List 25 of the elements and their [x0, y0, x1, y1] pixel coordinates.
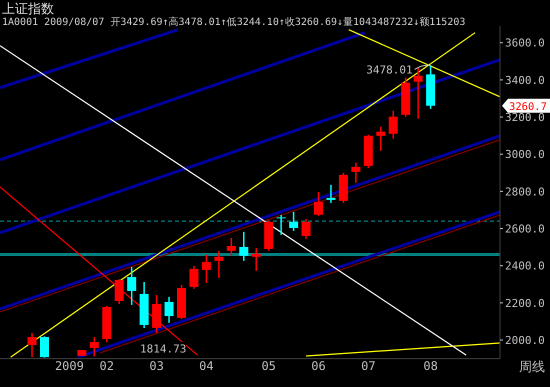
- x-tick-label: 08: [423, 359, 438, 373]
- annotation: 3478.01: [366, 63, 413, 76]
- x-tick-label: 03: [149, 359, 164, 373]
- x-tick-label: 2009: [54, 359, 84, 373]
- x-tick-label: 02: [100, 359, 114, 373]
- candlestick: [77, 349, 86, 357]
- chart-subtitle: 1A0001 2009/08/07 开3429.69↑高3478.01↑低3244.10↑收3260.69↓量1043487232↓额115203: [2, 16, 466, 28]
- x-tick-label: 06: [311, 359, 326, 373]
- y-tick-label: 3600.0: [505, 36, 545, 50]
- x-tick-label: 04: [199, 359, 214, 373]
- y-tick-label: 2200.0: [505, 296, 545, 310]
- x-tick-label: 05: [261, 359, 276, 373]
- y-tick-label: 3000.0: [505, 148, 545, 162]
- chart-title: 上证指数: [2, 2, 54, 17]
- y-tick-label: 2000.0: [505, 334, 545, 348]
- y-tick-label: 2400.0: [505, 260, 545, 273]
- x-axis-title: 周线: [519, 360, 545, 375]
- annotation: 1814.73: [140, 342, 186, 356]
- x-tick-label: 07: [361, 359, 376, 373]
- text: 3260.7: [509, 100, 547, 113]
- y-tick-label: 2600.0: [505, 222, 545, 236]
- y-tick-label: 3200.0: [505, 111, 545, 124]
- y-tick-label: 2800.0: [505, 185, 545, 198]
- candlestick: [376, 126, 386, 152]
- y-tick-label: 3400.0: [505, 74, 545, 87]
